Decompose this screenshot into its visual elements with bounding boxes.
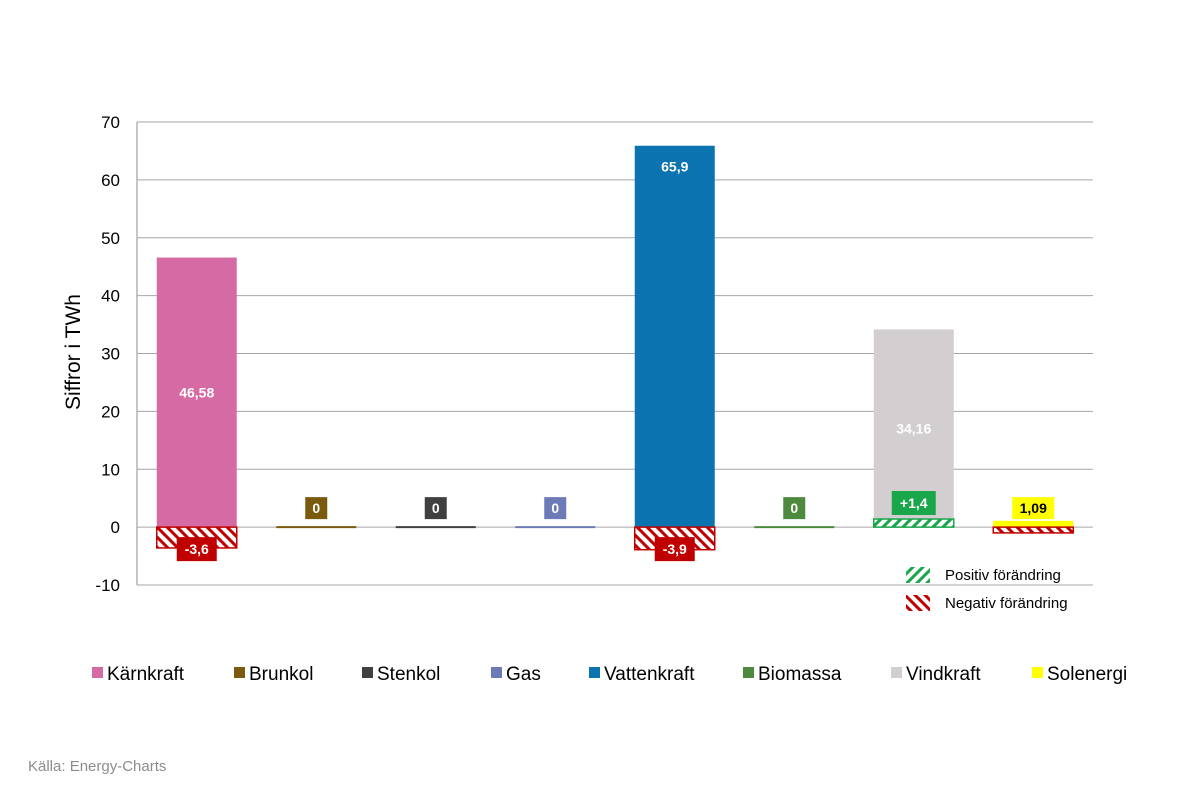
legend-label-solenergi: Solenergi: [1047, 664, 1127, 685]
negative-change-label: Negativ förändring: [945, 595, 1068, 612]
y-axis-label: Siffror i TWh: [62, 294, 85, 410]
value-label-box: [783, 497, 806, 520]
value-label: 0: [551, 500, 559, 516]
change-label: -3,6: [185, 541, 209, 557]
positive-change-swatch: [906, 567, 930, 583]
change-bar-solenergi: [992, 526, 1074, 534]
change-legend: Positiv förändring Negativ förändring: [906, 567, 1068, 612]
legend: Kärnkraft Brunkol Stenkol Gas Vattenkraft Bio…: [92, 664, 1127, 685]
change-bar-vindkraft: [873, 518, 955, 528]
legend-swatch-vindkraft: [891, 667, 902, 678]
value-label: 0: [432, 500, 440, 516]
value-label: 0: [790, 500, 798, 516]
bars: [156, 145, 1074, 551]
data-labels: 46,58 -3,6 0 0 0 65,9 -3,9 0 34,16 +1,4 1,09: [176, 159, 1055, 562]
change-label-box: [891, 491, 936, 516]
bar-vattenkraft: [634, 145, 715, 528]
y-tick-label: 70: [101, 113, 120, 132]
legend-swatch-biomassa: [743, 667, 754, 678]
value-label: 34,16: [896, 420, 931, 436]
value-label-box: [424, 497, 447, 520]
value-label-box: [544, 497, 567, 520]
value-label: 65,9: [661, 159, 688, 175]
value-label: 0: [312, 500, 320, 516]
legend-swatch-solenergi: [1032, 667, 1043, 678]
y-tick-label: 20: [101, 402, 120, 421]
y-tick-label: 40: [101, 287, 120, 306]
y-tick-label: 60: [101, 171, 120, 190]
value-label-box: [305, 497, 328, 520]
legend-swatch-gas: [491, 667, 502, 678]
bar-biomassa: [754, 526, 835, 529]
legend-swatch-kärnkraft: [92, 667, 103, 678]
legend-swatch-stenkol: [362, 667, 373, 678]
bar-kärnkraft: [156, 257, 237, 528]
value-label: 46,58: [179, 384, 214, 400]
y-tick-label: 10: [101, 460, 120, 479]
legend-swatch-vattenkraft: [589, 667, 600, 678]
y-tick-label: -10: [95, 576, 120, 595]
change-label-box: [176, 537, 217, 562]
bar-gas: [515, 526, 596, 529]
negative-change-swatch: [906, 595, 930, 611]
legend-label-biomassa: Biomassa: [758, 664, 842, 685]
change-label: +1,4: [900, 495, 928, 511]
value-label: 1,09: [1020, 500, 1047, 516]
y-tick-label: 30: [101, 345, 120, 364]
change-label: -3,9: [663, 541, 687, 557]
positive-change-label: Positiv förändring: [945, 567, 1061, 584]
y-tick-label: 50: [101, 229, 120, 248]
legend-label-stenkol: Stenkol: [377, 664, 440, 685]
legend-label-brunkol: Brunkol: [249, 664, 313, 685]
value-label-box: [1012, 497, 1055, 520]
legend-swatch-brunkol: [234, 667, 245, 678]
legend-label-vindkraft: Vindkraft: [906, 664, 981, 685]
y-tick-label: 0: [111, 518, 120, 537]
legend-label-gas: Gas: [506, 664, 541, 685]
bar-brunkol: [276, 526, 357, 529]
change-label-box: [654, 537, 695, 562]
legend-label-vattenkraft: Vattenkraft: [604, 664, 695, 685]
bar-stenkol: [395, 526, 476, 529]
source-note: Källa: Energy-Charts: [28, 758, 167, 775]
legend-label-kärnkraft: Kärnkraft: [107, 664, 185, 685]
bar-solenergi: [993, 520, 1074, 528]
